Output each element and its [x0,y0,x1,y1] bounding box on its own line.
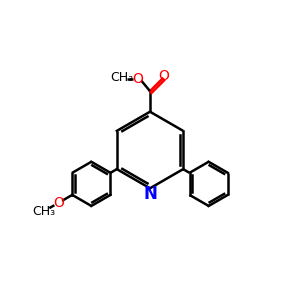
Text: CH₃: CH₃ [110,70,133,84]
Text: N: N [143,184,157,202]
Text: O: O [158,69,169,83]
Text: O: O [132,72,143,86]
Text: O: O [53,196,64,210]
Text: CH₃: CH₃ [33,205,56,218]
